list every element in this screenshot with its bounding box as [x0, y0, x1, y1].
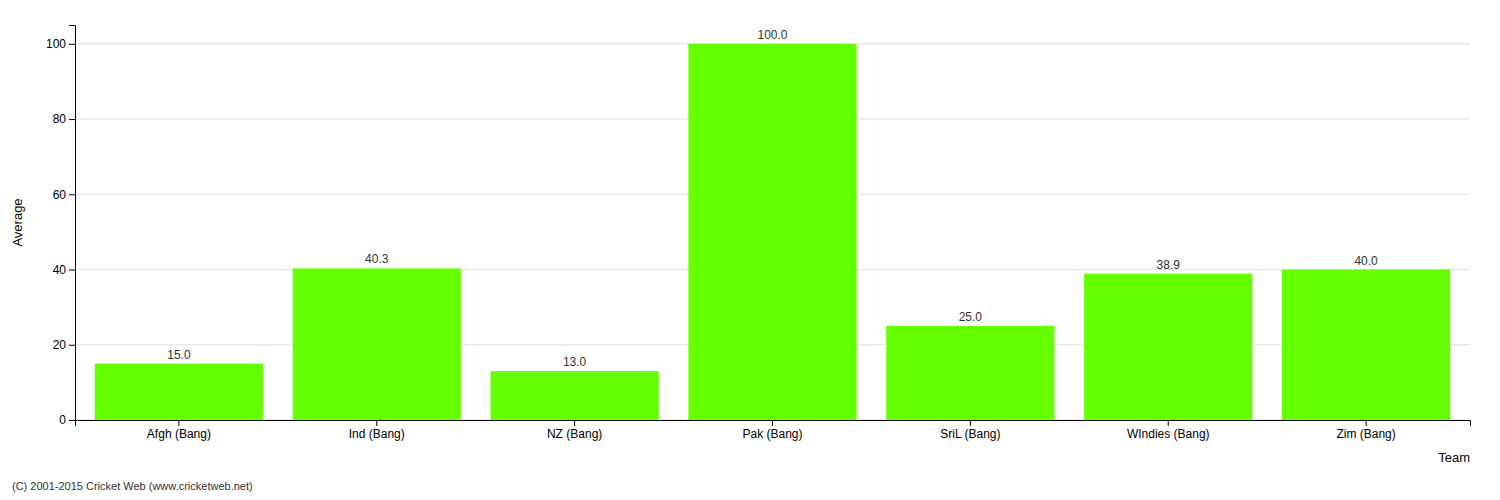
x-tick-mark	[376, 420, 377, 426]
y-axis-line	[69, 26, 76, 421]
data-label: 40.3	[365, 252, 389, 266]
y-tick: 0	[59, 413, 75, 427]
data-label: 15.0	[167, 348, 191, 362]
y-tick-label: 20	[53, 338, 67, 352]
x-tick: Afgh (Bang)	[147, 420, 211, 441]
bar	[95, 364, 263, 420]
x-tick: SriL (Bang)	[940, 420, 1000, 441]
y-tick: 40	[53, 263, 75, 277]
x-tick: NZ (Bang)	[547, 420, 602, 441]
x-axis-line	[76, 421, 1471, 427]
data-label: 40.0	[1354, 254, 1378, 268]
x-tick-label: WIndies (Bang)	[1127, 427, 1210, 441]
y-tick: 60	[53, 188, 75, 202]
x-axis: Afgh (Bang) Ind (Bang) NZ (Bang) Pak (Bang)…	[76, 420, 1471, 441]
bar	[293, 268, 461, 420]
y-tick-mark	[69, 420, 75, 421]
x-tick-label: NZ (Bang)	[547, 427, 602, 441]
y-tick-label: 60	[53, 188, 67, 202]
bar	[1282, 270, 1450, 420]
y-tick-mark	[69, 44, 75, 45]
data-labels: 15.0 40.3 13.0 100.0 25.0 38.9 40.0	[167, 28, 1378, 369]
chart: 15.0 40.3 13.0 100.0 25.0 38.9 40.0 Afgh (Bang)…	[0, 0, 1500, 500]
y-tick: 20	[53, 338, 75, 352]
bar	[1084, 274, 1252, 420]
y-tick-label: 100	[46, 37, 66, 51]
x-tick: Pak (Bang)	[742, 420, 802, 441]
y-tick: 100	[46, 37, 75, 51]
bars	[95, 44, 1450, 420]
y-axis: 0 20 40 60 80 100	[46, 26, 76, 428]
y-tick-mark	[69, 270, 75, 271]
y-tick-label: 80	[53, 112, 67, 126]
data-label: 25.0	[959, 310, 983, 324]
y-tick-label: 0	[59, 413, 66, 427]
x-tick-label: Pak (Bang)	[742, 427, 802, 441]
x-tick-label: Afgh (Bang)	[147, 427, 211, 441]
bar	[491, 371, 659, 420]
y-tick-mark	[69, 194, 75, 195]
grid	[75, 44, 1470, 420]
data-label: 100.0	[757, 28, 787, 42]
data-label: 38.9	[1157, 258, 1181, 272]
x-axis-title: Team	[1438, 450, 1470, 465]
data-label: 13.0	[563, 355, 587, 369]
x-tick-mark	[178, 420, 179, 426]
y-axis-title: Average	[10, 198, 25, 246]
x-tick-label: Zim (Bang)	[1336, 427, 1395, 441]
y-tick: 80	[53, 112, 75, 126]
x-tick-mark	[1366, 420, 1367, 426]
y-tick-label: 40	[53, 263, 67, 277]
x-tick: Zim (Bang)	[1336, 420, 1395, 441]
plot: 15.0 40.3 13.0 100.0 25.0 38.9 40.0 Afgh (Bang)…	[46, 26, 1471, 441]
y-tick-mark	[69, 345, 75, 346]
x-tick: Ind (Bang)	[349, 420, 405, 441]
x-tick-mark	[574, 420, 575, 426]
x-tick-mark	[970, 420, 971, 426]
x-tick-mark	[1168, 420, 1169, 426]
bar	[886, 326, 1054, 420]
x-tick-label: SriL (Bang)	[940, 427, 1000, 441]
y-tick-mark	[69, 119, 75, 120]
footer: (C) 2001-2015 Cricket Web (www.cricketwe…	[12, 480, 253, 492]
x-tick-mark	[772, 420, 773, 426]
x-tick: WIndies (Bang)	[1127, 420, 1210, 441]
x-tick-label: Ind (Bang)	[349, 427, 405, 441]
bar	[688, 44, 856, 420]
